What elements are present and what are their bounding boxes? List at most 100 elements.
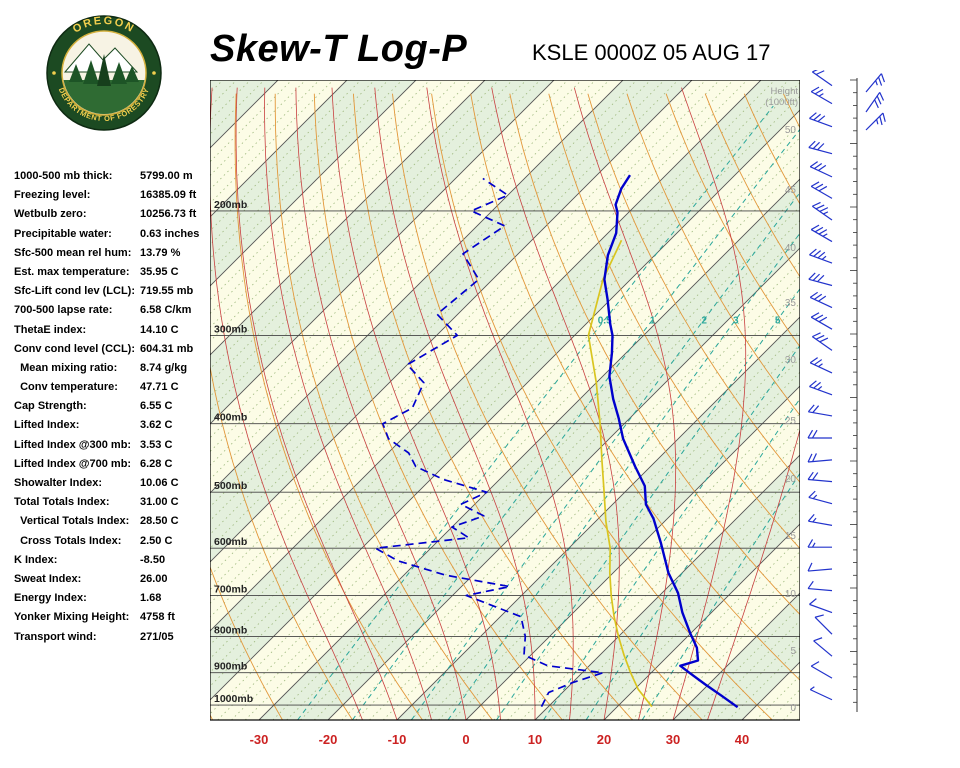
index-label: Lifted Index @700 mb: [14,457,132,470]
index-label: Transport wind: [14,630,97,643]
index-row: Cross Totals Index: 2.50 C [14,533,220,552]
index-label: Lifted Index: [14,419,80,432]
index-label: Sfc-Lift cond lev (LCL): [14,285,135,298]
wind-column [807,70,886,712]
index-row: Mean mixing ratio: 8.74 g/kg [14,360,220,379]
index-label: Lifted Index @300 mb: [14,438,132,451]
index-row: Lifted Index @300 mb: 3.53 C [14,437,220,456]
index-label: Sfc-500 mean rel hum: [14,246,132,259]
svg-text:800mb: 800mb [214,625,247,637]
index-label: K Index: [14,553,58,566]
index-value: 31.00 C [140,496,179,509]
index-value: 6.58 C/km [140,304,192,317]
index-value: 271/05 [140,630,174,643]
svg-text:1000mb: 1000mb [214,693,253,705]
logo-star-left [52,71,56,75]
index-label: ThetaE index: [14,323,87,336]
index-row: 700-500 lapse rate: 6.58 C/km [14,302,220,321]
svg-text:20: 20 [785,474,797,485]
svg-text:1: 1 [650,316,656,327]
index-label: Conv cond level (CCL): [14,342,136,355]
index-label: Vertical Totals Index: [14,515,130,528]
index-label: Cross Totals Index: [14,534,122,547]
index-label: Est. max temperature: [14,265,130,278]
index-row: Conv temperature: 47.71 C [14,379,220,398]
tree-icon [69,64,83,82]
index-row: Transport wind: 271/05 [14,629,220,648]
index-label: Showalter Index: [14,477,103,489]
index-value: 35.95 C [140,265,179,278]
index-row: Vertical Totals Index: 28.50 C [14,513,220,532]
svg-text:15: 15 [785,531,797,542]
logo-star-right [152,71,156,75]
index-label: Mean mixing ratio: [14,361,118,374]
index-row: Energy Index: 1.68 [14,590,220,609]
index-row: Sfc-500 mean rel hum: 13.79 % [14,245,220,264]
svg-text:50: 50 [785,125,797,136]
svg-text:Height: Height [771,86,799,97]
index-label: Cap Strength: [14,400,87,413]
height-axis [850,78,858,712]
svg-text:10: 10 [528,732,542,747]
index-value: 10256.73 ft [140,208,197,221]
index-value: 47.71 C [140,381,179,394]
dewpoint-curve [374,177,604,707]
svg-text:5: 5 [775,316,781,327]
svg-text:5: 5 [790,646,796,657]
index-value: 26.00 [140,572,168,585]
svg-text:-30: -30 [250,732,269,747]
svg-text:500mb: 500mb [214,480,247,492]
svg-text:700mb: 700mb [214,584,247,596]
index-value: 10.06 C [140,477,179,489]
svg-text:40: 40 [785,243,797,254]
odf-logo: OREGON DEPARTMENT OF FORESTRY [46,15,162,131]
index-row: Sweat Index: 26.00 [14,571,220,590]
tree-icon [125,66,139,82]
svg-text:0: 0 [790,703,796,714]
svg-text:0: 0 [462,732,469,747]
index-label: 700-500 lapse rate: [14,304,113,317]
tree-icon [111,62,127,84]
index-label: Conv temperature: [14,381,118,394]
svg-text:40: 40 [735,732,749,747]
index-row: Precipitable water: 0.63 inches [14,226,220,245]
svg-text:0.5: 0.5 [598,316,612,327]
skewt-chart: 200mb 300mb 400mb 500mb 600mb 700mb 800mb 900mb… [210,80,800,747]
svg-text:900mb: 900mb [214,661,247,673]
svg-text:3: 3 [733,316,739,327]
svg-text:30: 30 [666,732,680,747]
index-value: 13.79 % [140,246,181,259]
index-label: Freezing level: [14,189,91,202]
index-row: Showalter Index: 10.06 C [14,475,220,494]
index-value: 16385.09 ft [140,189,197,202]
index-value: 28.50 C [140,515,179,528]
index-row: Total Totals Index: 31.00 C [14,494,220,513]
index-row: ThetaE index: 14.10 C [14,322,220,341]
temp-axis: -30 -20 -10 0 10 20 30 40 [250,732,750,747]
index-value: 604.31 mb [140,342,194,355]
svg-text:400mb: 400mb [214,412,247,424]
svg-text:20: 20 [597,732,611,747]
svg-text:2: 2 [701,316,707,327]
index-label: Energy Index: [14,592,87,605]
index-row: Sfc-Lift cond lev (LCL): 719.55 mb [14,283,220,302]
index-value: 6.55 C [140,400,173,413]
index-row: Cap Strength: 6.55 C [14,398,220,417]
svg-text:45: 45 [785,185,797,196]
svg-text:10: 10 [785,589,797,600]
page-title: Skew-T Log-P [210,28,468,70]
index-value: 14.10 C [140,323,179,336]
svg-text:35: 35 [785,298,797,309]
chart-border [210,80,800,721]
sounding-profiles [374,174,739,709]
index-row: 1000-500 mb thick: 5799.00 m [14,168,220,187]
index-value: 0.63 inches [140,227,200,240]
temperature-curve [603,174,739,709]
index-label: Total Totals Index: [14,496,110,509]
index-label: Precipitable water: [14,227,112,240]
index-value: 1.68 [140,592,162,605]
index-row: Conv cond level (CCL): 604.31 mb [14,341,220,360]
index-value: 6.28 C [140,457,173,470]
index-row: Yonker Mixing Height: 4758 ft [14,609,220,628]
